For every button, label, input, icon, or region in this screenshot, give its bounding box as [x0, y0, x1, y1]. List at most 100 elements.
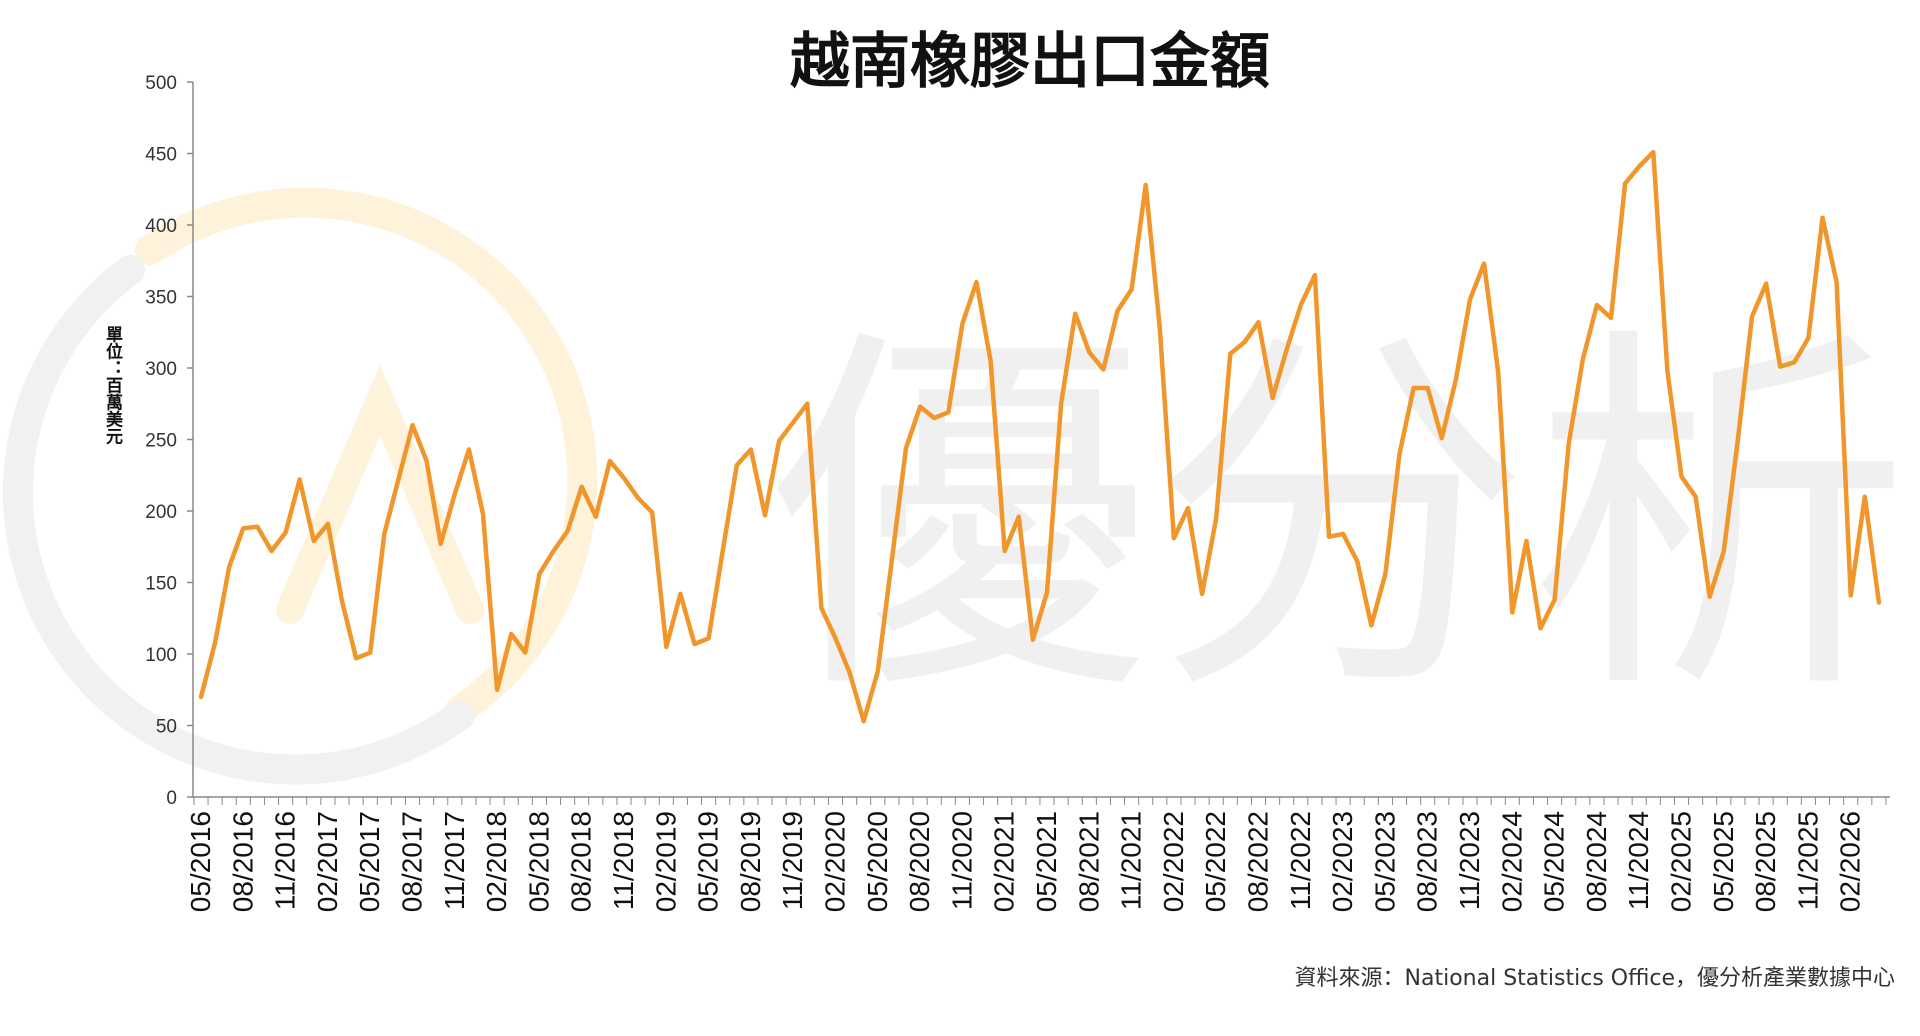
data-point — [1313, 273, 1317, 277]
x-tick-label: 05/2018 — [523, 811, 554, 912]
x-tick-label: 02/2025 — [1666, 811, 1697, 912]
data-point — [989, 359, 993, 363]
data-point — [326, 522, 330, 526]
x-tick-label: 02/2018 — [481, 811, 512, 912]
data-point — [848, 671, 852, 675]
y-tick-label: 450 — [145, 145, 177, 166]
data-point — [580, 485, 584, 489]
data-point — [255, 525, 259, 529]
x-tick-label: 11/2017 — [439, 811, 470, 910]
data-point — [509, 632, 513, 636]
data-point — [805, 402, 809, 406]
data-point — [312, 539, 316, 543]
data-point — [1835, 280, 1839, 284]
data-point — [707, 636, 711, 640]
data-point — [763, 513, 767, 517]
data-point — [1341, 532, 1345, 536]
data-point — [1764, 282, 1768, 286]
data-point — [735, 463, 739, 467]
x-tick-label: 08/2020 — [904, 811, 935, 912]
data-point — [270, 549, 274, 553]
x-tick-label: 11/2021 — [1116, 811, 1147, 910]
x-tick-label: 11/2024 — [1623, 811, 1654, 910]
data-point — [1130, 287, 1134, 291]
data-point — [693, 642, 697, 646]
data-point — [537, 572, 541, 576]
data-point — [411, 423, 415, 427]
y-tick-label: 100 — [145, 645, 177, 666]
data-point — [1539, 626, 1543, 630]
x-tick-label: 08/2016 — [227, 811, 258, 912]
data-point — [960, 322, 964, 326]
x-tick-label: 08/2022 — [1243, 811, 1274, 912]
data-point — [1087, 350, 1091, 354]
data-point — [791, 420, 795, 424]
watermark-logo: 優分析 — [3, 187, 1910, 785]
data-point — [1412, 386, 1416, 390]
x-tick-label: 02/2022 — [1158, 811, 1189, 912]
data-point — [566, 529, 570, 533]
x-tick-label: 08/2024 — [1581, 811, 1612, 912]
data-point — [453, 492, 457, 496]
data-point — [1454, 377, 1458, 381]
data-point — [523, 651, 527, 655]
y-tick-label: 150 — [145, 574, 177, 595]
data-point — [678, 592, 682, 596]
x-tick-label: 08/2018 — [566, 811, 597, 912]
x-tick-label: 11/2025 — [1792, 811, 1823, 910]
x-axis: 05/2016 08/2016 11/2016 02/2017 05/2017 08/20… — [185, 796, 1890, 912]
data-point — [354, 656, 358, 660]
x-tick-label: 08/2019 — [735, 811, 766, 912]
x-tick-label: 08/2021 — [1073, 811, 1104, 912]
data-point — [1736, 438, 1740, 442]
data-point — [396, 478, 400, 482]
data-point — [298, 478, 302, 482]
data-point — [1694, 495, 1698, 499]
x-tick-label: 05/2017 — [354, 811, 385, 912]
x-tick-label: 11/2022 — [1285, 811, 1316, 910]
data-point — [1680, 475, 1684, 479]
data-point — [1567, 442, 1571, 446]
data-point — [777, 439, 781, 443]
data-point — [368, 651, 372, 655]
data-point — [1271, 396, 1275, 400]
data-point — [439, 542, 443, 546]
y-tick-label: 0 — [166, 788, 177, 809]
data-point — [481, 512, 485, 516]
x-tick-label: 02/2021 — [989, 811, 1020, 912]
data-point — [1327, 535, 1331, 539]
data-point — [1144, 183, 1148, 187]
y-tick-label: 200 — [145, 502, 177, 523]
data-point — [1468, 297, 1472, 301]
x-tick-label: 08/2017 — [397, 811, 428, 912]
data-point — [241, 526, 245, 530]
x-tick-label: 11/2023 — [1454, 811, 1485, 910]
data-point — [1863, 495, 1867, 499]
data-point — [1722, 549, 1726, 553]
data-point — [946, 410, 950, 414]
x-tick-label: 05/2022 — [1200, 811, 1231, 912]
x-tick-label: 08/2025 — [1750, 811, 1781, 912]
data-point — [1665, 369, 1669, 373]
data-point — [1101, 367, 1105, 371]
x-tick-label: 05/2021 — [1031, 811, 1062, 912]
data-point — [227, 565, 231, 569]
x-tick-label: 05/2016 — [185, 811, 216, 912]
x-tick-label: 05/2024 — [1539, 811, 1570, 912]
data-point — [1609, 316, 1613, 320]
x-tick-label: 02/2017 — [312, 811, 343, 912]
data-point — [1595, 303, 1599, 307]
data-point — [1581, 357, 1585, 361]
data-point — [1778, 365, 1782, 369]
data-point — [1172, 536, 1176, 540]
data-point — [1073, 312, 1077, 316]
y-tick-label: 400 — [145, 216, 177, 237]
data-point — [552, 549, 556, 553]
x-tick-label: 08/2023 — [1412, 811, 1443, 912]
data-point — [819, 606, 823, 610]
data-point — [932, 416, 936, 420]
data-point — [1045, 591, 1049, 595]
data-point — [1792, 360, 1796, 364]
data-point — [918, 405, 922, 409]
